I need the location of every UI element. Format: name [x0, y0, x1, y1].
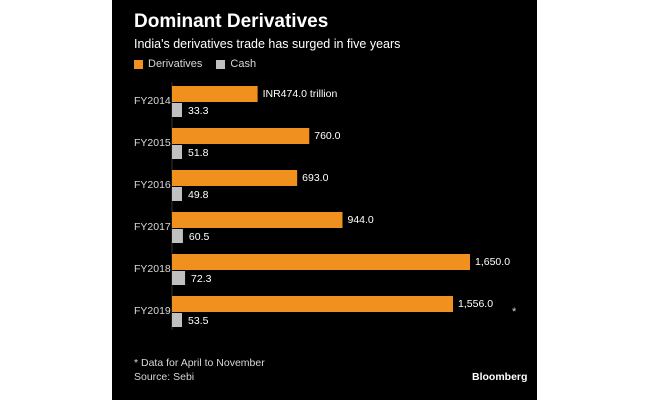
bar-derivatives-fy2014 [172, 86, 258, 102]
legend-item-derivatives: Derivatives [134, 58, 202, 70]
chart-title: Dominant Derivatives [134, 11, 329, 32]
bar-cash-fy2016 [172, 187, 182, 201]
bar-derivatives-fy2016 [172, 170, 298, 186]
data-label-derivatives-fy2019: 1,556.0 [458, 298, 493, 310]
bar-derivatives-fy2017 [172, 212, 343, 228]
data-label-cash-fy2017: 60.5 [189, 231, 210, 243]
source: Source: Sebi [134, 371, 195, 383]
bar-cash-fy2019 [172, 313, 182, 327]
category-label-fy2015: FY2015 [134, 137, 171, 149]
chart-panel: Dominant Derivatives India's derivatives… [112, 0, 537, 400]
bar-cash-fy2018 [172, 271, 186, 285]
category-label-fy2014: FY2014 [134, 95, 171, 107]
bar-derivatives-fy2015 [172, 128, 310, 144]
bar-cash-fy2015 [172, 145, 182, 159]
data-label-derivatives-fy2015: 760.0 [314, 130, 340, 142]
data-label-cash-fy2014: 33.3 [188, 105, 209, 117]
legend-swatch-derivatives [134, 59, 143, 69]
data-label-cash-fy2015: 51.8 [188, 147, 209, 159]
bar-derivatives-fy2019 [172, 296, 454, 312]
chart-subtitle: India's derivatives trade has surged in … [134, 37, 401, 51]
legend-label-derivatives: Derivatives [148, 58, 203, 70]
legend: Derivatives Cash [134, 58, 270, 70]
data-label-derivatives-fy2018: 1,650.0 [475, 256, 510, 268]
category-label-fy2016: FY2016 [134, 179, 171, 191]
bar-cash-fy2017 [172, 229, 183, 243]
bar-chart: FY2014 INR474.0 trillion 33.3 FY2015 760.0 51… [134, 82, 517, 330]
annotation-asterisk: * [512, 306, 517, 318]
legend-item-cash: Cash [216, 58, 256, 70]
legend-label-cash: Cash [230, 58, 257, 70]
legend-swatch-cash [216, 59, 226, 69]
category-label-fy2017: FY2017 [134, 221, 171, 233]
data-label-derivatives-fy2017: 944.0 [347, 214, 373, 226]
bar-derivatives-fy2018 [172, 254, 470, 270]
data-label-derivatives-fy2014: INR474.0 trillion [263, 88, 338, 100]
data-label-cash-fy2018: 72.3 [191, 273, 212, 285]
data-label-cash-fy2019: 53.5 [188, 315, 209, 327]
data-label-derivatives-fy2016: 693.0 [302, 172, 328, 184]
category-label-fy2018: FY2018 [134, 263, 171, 275]
footnote: * Data for April to November [134, 357, 265, 369]
bar-cash-fy2014 [172, 103, 182, 117]
category-label-fy2019: FY2019 [134, 305, 171, 317]
bloomberg-logo: Bloomberg [472, 371, 528, 383]
data-label-cash-fy2016: 49.8 [188, 189, 209, 201]
